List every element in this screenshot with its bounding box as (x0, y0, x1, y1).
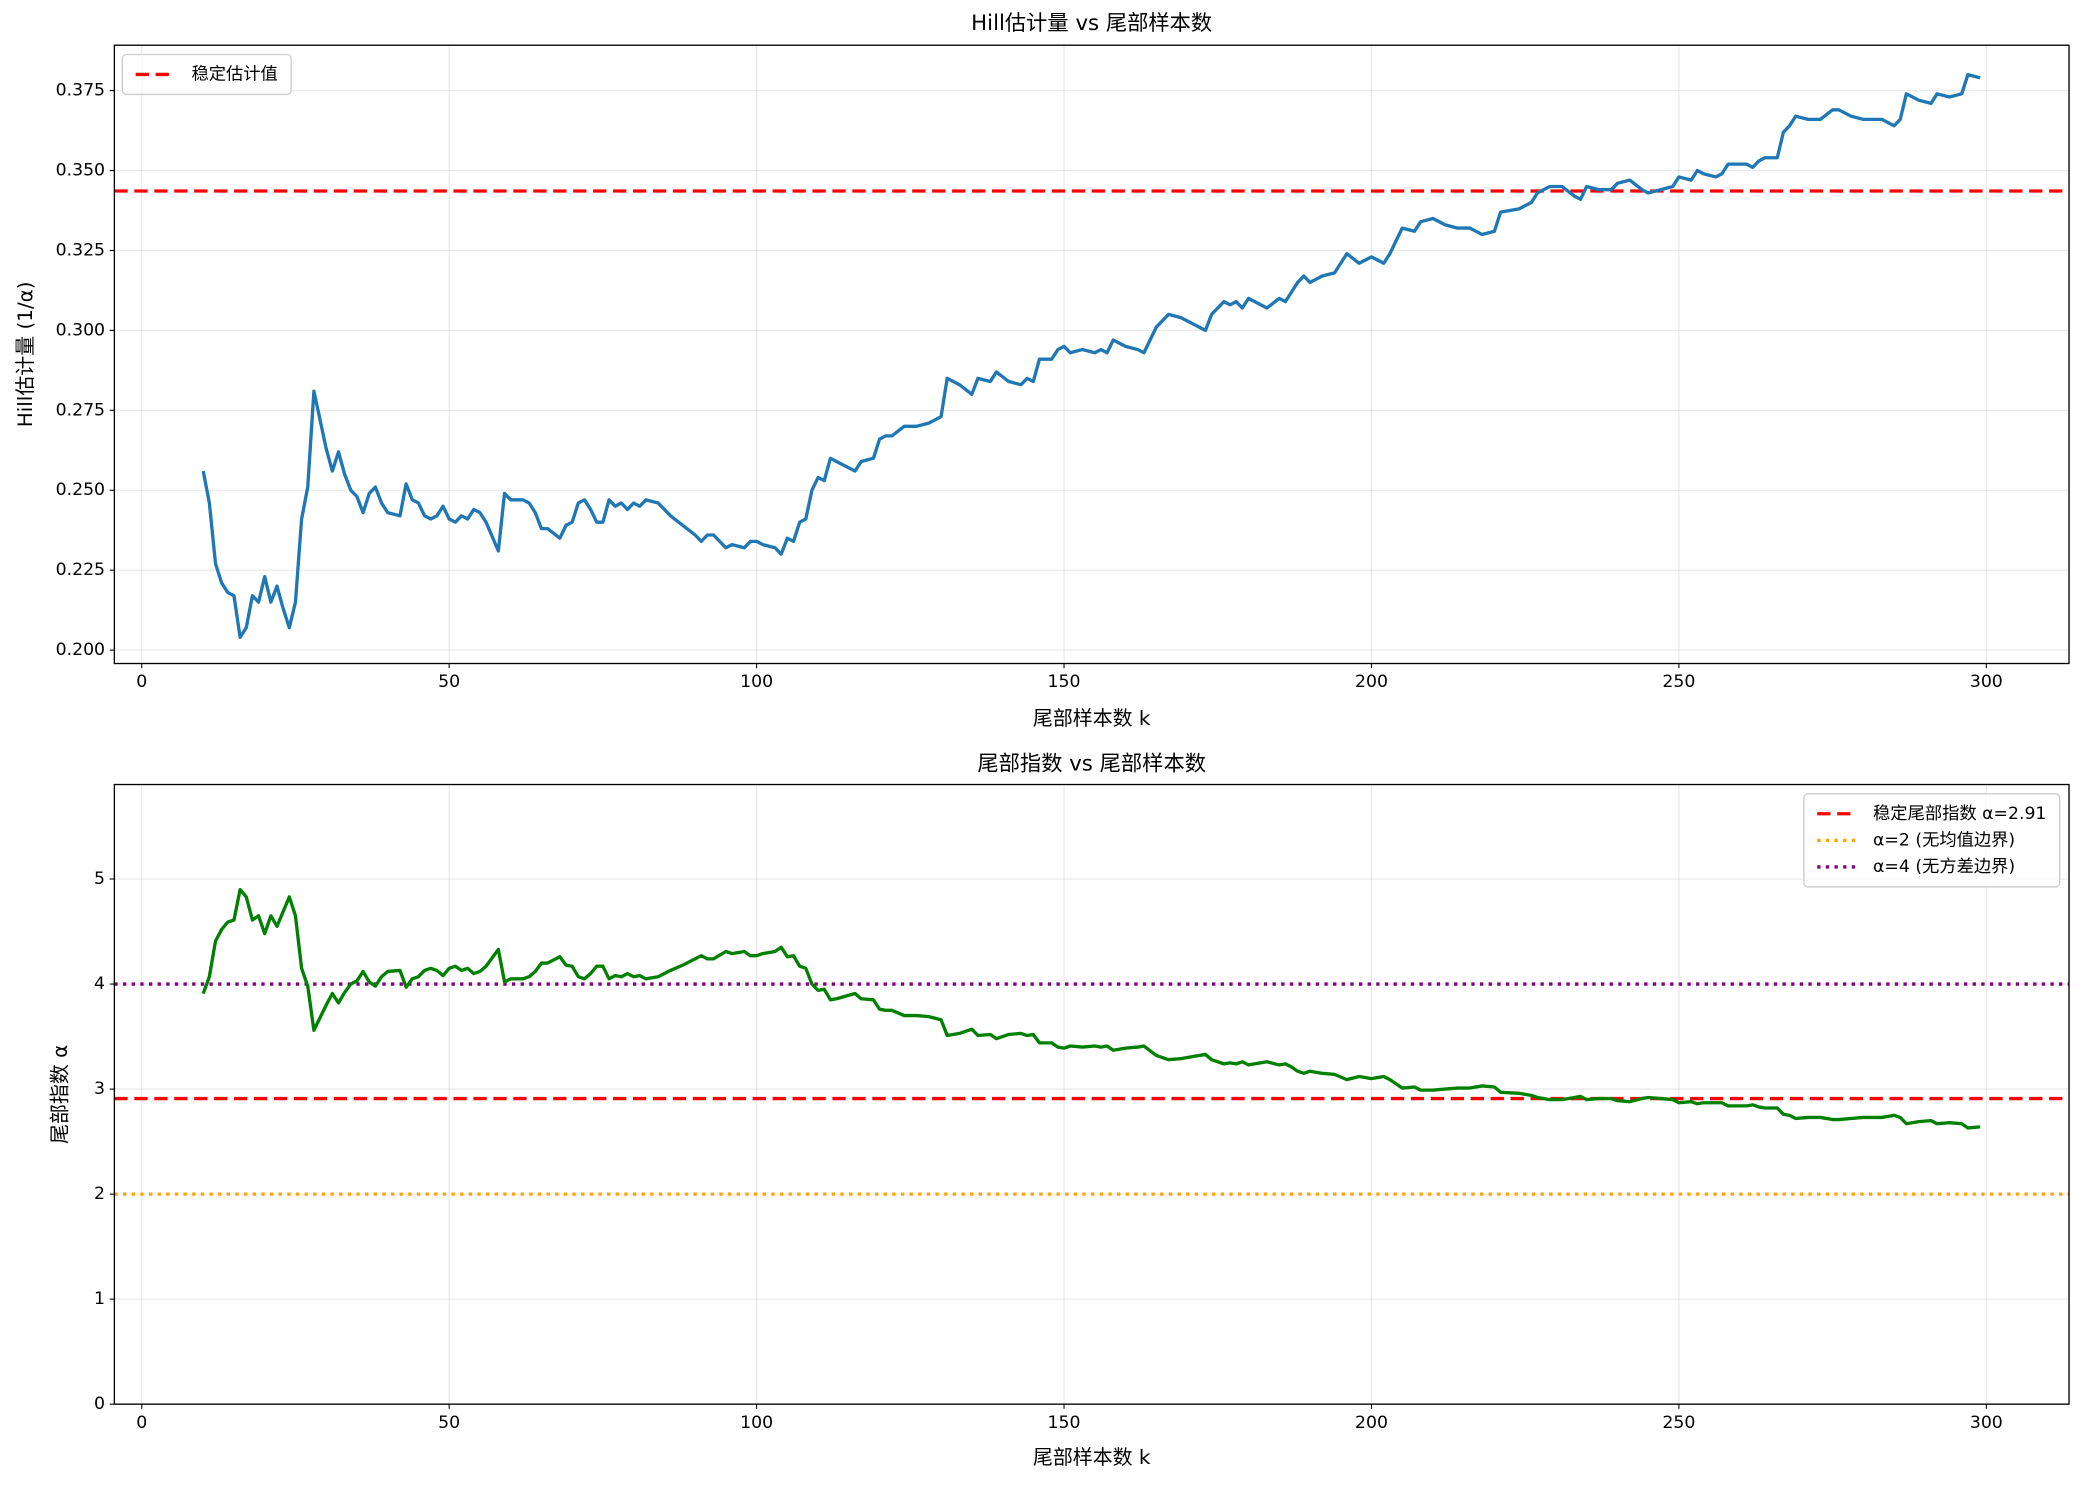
x-tick-label: 0 (136, 672, 147, 692)
x-tick-label: 50 (438, 1413, 460, 1433)
axes-frame (113, 783, 2070, 1405)
legend-label: 稳定估计值 (191, 64, 277, 84)
legend-label: α=2 (无均值边界) (1873, 830, 2015, 850)
legend: 稳定估计值 (121, 53, 292, 96)
y-tick-label: 0.275 (56, 400, 105, 420)
x-tick-label: 100 (740, 1413, 773, 1433)
y-tick-label: 0.250 (56, 480, 105, 500)
chart-title: 尾部指数 vs 尾部样本数 (977, 752, 1206, 777)
y-tick-label: 0.375 (56, 81, 105, 101)
y-tick-label: 0.350 (56, 161, 105, 181)
x-tick-label: 0 (136, 1413, 147, 1433)
y-tick-label: 5 (94, 869, 105, 889)
legend-box (121, 53, 292, 96)
axes-frame (113, 44, 2070, 665)
legend-label: 稳定尾部指数 α=2.91 (1873, 804, 2046, 824)
x-tick-label: 150 (1048, 1413, 1081, 1433)
y-axis-label: 尾部指数 α (48, 1045, 72, 1144)
x-tick-label: 300 (1970, 1413, 2003, 1433)
x-tick-label: 250 (1662, 672, 1695, 692)
legend-label: α=4 (无方差边界) (1873, 857, 2015, 877)
x-tick-label: 150 (1048, 672, 1081, 692)
x-axis-label: 尾部样本数 k (1033, 1445, 1151, 1469)
x-tick-label: 50 (438, 672, 460, 692)
chart-title: Hill估计量 vs 尾部样本数 (971, 11, 1212, 36)
y-tick-label: 0.300 (56, 320, 105, 340)
x-tick-label: 200 (1355, 672, 1388, 692)
x-axis-label: 尾部样本数 k (1033, 706, 1151, 730)
y-tick-label: 3 (94, 1079, 105, 1099)
y-tick-label: 0.225 (56, 560, 105, 580)
data-line (201, 72, 1981, 639)
x-tick-label: 250 (1662, 1413, 1695, 1433)
y-tick-label: 0 (94, 1394, 105, 1414)
y-tick-label: 0.325 (56, 240, 105, 260)
data-line (201, 887, 1981, 1130)
y-tick-label: 0.200 (56, 640, 105, 660)
y-axis-label: Hill估计量 (1/α) (13, 281, 37, 427)
legend: 稳定尾部指数 α=2.91 α=2 (无均值边界) α=4 (无方差边界) (1803, 793, 2061, 888)
x-tick-label: 200 (1355, 1413, 1388, 1433)
y-tick-label: 1 (94, 1289, 105, 1309)
x-tick-label: 100 (740, 672, 773, 692)
legend-box (1803, 793, 2061, 888)
y-tick-label: 2 (94, 1184, 105, 1204)
y-tick-label: 4 (94, 974, 105, 994)
x-tick-label: 300 (1970, 672, 2003, 692)
